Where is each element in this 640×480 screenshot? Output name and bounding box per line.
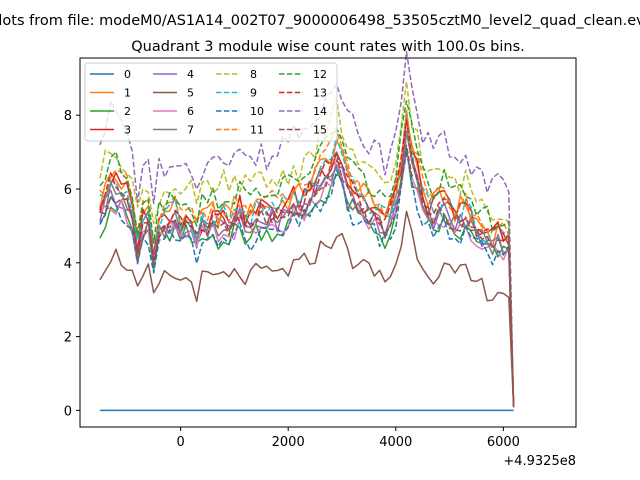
figure-suptitle: Plots from file: modeM0/AS1A14_002T07_90… xyxy=(0,13,640,29)
legend-label-15: 15 xyxy=(313,124,327,137)
x-tick-label: 0 xyxy=(176,435,184,450)
x-offset-label: +4.9325e8 xyxy=(503,454,576,469)
x-tick-label: 6000 xyxy=(487,435,520,450)
legend-label-1: 1 xyxy=(124,87,131,100)
series-line-13 xyxy=(99,119,515,407)
legend-label-6: 6 xyxy=(187,105,194,118)
legend-label-12: 12 xyxy=(313,68,327,81)
legend-label-10: 10 xyxy=(250,105,264,118)
legend-frame xyxy=(84,62,338,142)
y-tick-label: 4 xyxy=(64,257,72,272)
series-line-5 xyxy=(99,210,515,408)
legend-label-8: 8 xyxy=(250,68,257,81)
tick-layer: 0 2000 4000 6000 0 2 4 6 8 xyxy=(64,109,520,450)
legend-label-14: 14 xyxy=(313,105,327,118)
series-line-10 xyxy=(99,149,515,407)
legend-label-13: 13 xyxy=(313,87,327,100)
legend-label-4: 4 xyxy=(187,68,194,81)
legend-label-11: 11 xyxy=(250,124,264,137)
series-layer xyxy=(99,51,515,412)
legend-label-9: 9 xyxy=(250,87,257,100)
x-tick-label: 2000 xyxy=(272,435,305,450)
x-tick-label: 4000 xyxy=(379,435,412,450)
y-tick-label: 6 xyxy=(64,183,72,198)
plot-frame xyxy=(79,57,577,428)
legend-label-7: 7 xyxy=(187,124,194,137)
y-tick-label: 2 xyxy=(64,331,72,346)
series-line-8 xyxy=(99,80,515,406)
series-line-12 xyxy=(99,100,515,407)
y-tick-label: 0 xyxy=(64,404,72,419)
legend-label-5: 5 xyxy=(187,87,194,100)
series-line-11 xyxy=(99,109,515,407)
legend-label-0: 0 xyxy=(124,68,131,81)
series-line-9 xyxy=(99,110,515,407)
y-tick-label: 8 xyxy=(64,109,72,124)
legend-label-2: 2 xyxy=(124,105,131,118)
series-line-15 xyxy=(99,144,515,407)
legend-label-3: 3 xyxy=(124,124,131,137)
chart-title: Quadrant 3 module wise count rates with … xyxy=(131,39,525,55)
